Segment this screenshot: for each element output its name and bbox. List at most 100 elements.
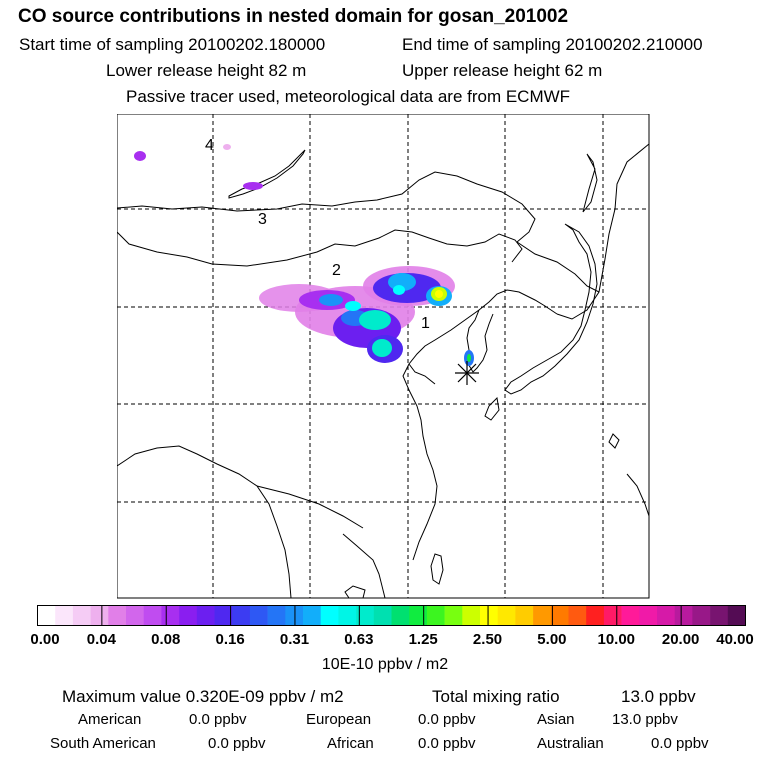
kyushu-island xyxy=(484,396,500,421)
region-value-african: 0.0 ppbv xyxy=(418,735,476,752)
colorbar-cell xyxy=(515,605,534,626)
japan-islands xyxy=(504,223,598,395)
colorbar-cell xyxy=(444,605,463,626)
source-plume xyxy=(134,144,474,366)
trajectory-markers: 1 2 3 4 xyxy=(205,137,430,332)
colorbar-cell xyxy=(249,605,268,626)
colorbar-cell xyxy=(55,605,74,626)
taiwan-island xyxy=(430,553,444,585)
total-mixing-ratio-label: Total mixing ratio xyxy=(432,687,560,706)
colorbar-cell xyxy=(303,605,321,626)
colorbar-cell xyxy=(657,605,675,626)
russia-pacific-coast xyxy=(556,143,650,320)
colorbar-cell xyxy=(621,605,640,626)
region-value-american: 0.0 ppbv xyxy=(189,711,247,728)
region-name-african: African xyxy=(327,735,374,752)
region-name-asian: Asian xyxy=(537,711,575,728)
colorbar-cell xyxy=(285,605,304,626)
region-name-american: American xyxy=(78,711,142,728)
colorbar-cell xyxy=(533,605,552,626)
colorbar-dividers xyxy=(101,605,682,626)
colorbar-cell xyxy=(727,605,746,626)
colorbar-tick-label: 5.00 xyxy=(537,631,567,648)
colorbar-tick-label: 0.31 xyxy=(279,631,310,648)
colorbar-cell xyxy=(462,605,481,626)
region-name-european: European xyxy=(306,711,372,728)
southern-china-border xyxy=(256,485,364,529)
max-value-label: Maximum value 0.320E-09 ppbv / m2 xyxy=(62,687,344,706)
region-value-australian: 0.0 ppbv xyxy=(651,735,709,752)
colorbar xyxy=(37,605,746,626)
colorbar-tick-label: 0.16 xyxy=(215,631,245,648)
colorbar-cell xyxy=(143,605,162,626)
region-name-south-american: South American xyxy=(50,735,156,752)
colorbar-cell xyxy=(692,605,711,626)
colorbar-tick-label: 2.50 xyxy=(472,631,503,648)
total-mixing-ratio-value: 13.0 ppbv xyxy=(621,687,696,706)
colorbar-cell xyxy=(126,605,144,626)
colorbar-frame xyxy=(37,605,746,626)
colorbar-cell xyxy=(586,605,605,626)
region-value-south-american: 0.0 ppbv xyxy=(208,735,266,752)
hainan-island xyxy=(344,585,366,599)
marker-4: 4 xyxy=(205,137,214,154)
marker-2: 2 xyxy=(332,262,341,279)
sakhalin-island xyxy=(582,153,598,213)
tracer-note: Passive tracer used, meteorological data… xyxy=(126,87,571,106)
lower-release-height-label: Lower release height 82 m xyxy=(106,61,307,80)
colorbar-cell xyxy=(267,605,286,626)
colorbar-units: 10E-10 ppbv / m2 xyxy=(321,656,449,673)
region-value-asian: 13.0 ppbv xyxy=(612,711,678,728)
russia-mongolia-border xyxy=(117,171,536,243)
receptor-asterisk-icon xyxy=(455,361,479,385)
colorbar-cell xyxy=(426,605,445,626)
china-korea-coast xyxy=(408,289,558,385)
map-panel: 1 2 3 4 xyxy=(117,114,650,599)
region-name-australian: Australian xyxy=(537,735,604,752)
marker-3: 3 xyxy=(258,211,267,228)
colorbar-tick-label: 1.25 xyxy=(408,631,438,648)
colorbar-cell xyxy=(72,605,91,626)
philippines-coast xyxy=(626,473,650,517)
colorbar-cell xyxy=(196,605,215,626)
colorbar-cell xyxy=(232,605,251,626)
colorbar-tick-label: 0.63 xyxy=(344,631,374,648)
colorbar-cell xyxy=(409,605,428,626)
colorbar-cell xyxy=(161,605,180,626)
start-time-label: Start time of sampling 20100202.180000 xyxy=(19,35,326,54)
colorbar-cell xyxy=(639,605,658,626)
ryukyu-island xyxy=(608,433,620,449)
colorbar-cell xyxy=(214,605,233,626)
mongolia-china-border xyxy=(117,229,523,267)
vietnam-coast xyxy=(342,533,386,599)
colorbar-cell xyxy=(37,605,56,626)
colorbar-tick-label: 40.00 xyxy=(716,631,754,648)
colorbar-tick-label: 10.00 xyxy=(597,631,636,648)
upper-release-height-label: Upper release height 62 m xyxy=(402,61,603,80)
marker-1: 1 xyxy=(421,315,430,332)
colorbar-tick-label: 0.00 xyxy=(30,631,60,648)
colorbar-cell xyxy=(338,605,357,626)
colorbar-cell xyxy=(497,605,516,626)
end-time-label: End time of sampling 20100202.210000 xyxy=(402,35,703,54)
colorbar-cell xyxy=(480,605,498,626)
coastlines-borders xyxy=(117,143,650,599)
colorbar-cell xyxy=(373,605,392,626)
map-title: CO source contributions in nested domain… xyxy=(18,6,569,27)
colorbar-cells xyxy=(37,605,746,626)
region-value-european: 0.0 ppbv xyxy=(418,711,476,728)
colorbar-cell xyxy=(179,605,198,626)
colorbar-tick-label: 0.08 xyxy=(151,631,181,648)
colorbar-tick-label: 0.04 xyxy=(86,631,116,648)
colorbar-cell xyxy=(568,605,587,626)
colorbar-cell xyxy=(391,605,410,626)
colorbar-cell xyxy=(320,605,339,626)
colorbar-cell xyxy=(710,605,729,626)
lake-baikal xyxy=(228,149,306,199)
colorbar-cell xyxy=(550,605,569,626)
colorbar-cell xyxy=(108,605,127,626)
colorbar-cell xyxy=(603,605,622,626)
colorbar-tick-label: 20.00 xyxy=(661,631,700,648)
colorbar-cell xyxy=(90,605,109,626)
colorbar-cell xyxy=(674,605,693,626)
